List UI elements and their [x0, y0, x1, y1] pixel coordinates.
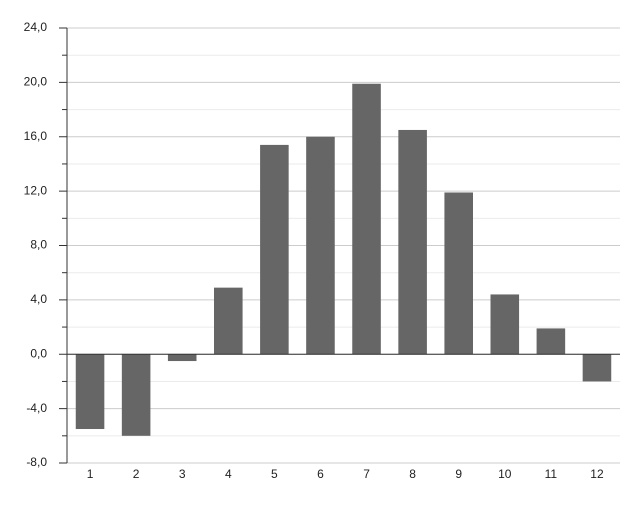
x-tick-label: 3 — [179, 467, 186, 481]
y-tick-label: 20,0 — [24, 75, 48, 89]
x-tick-label: 8 — [409, 467, 416, 481]
bar — [582, 354, 612, 382]
x-tick-label: 5 — [271, 467, 278, 481]
bar — [214, 287, 243, 355]
bar — [260, 144, 289, 355]
bar — [444, 192, 473, 355]
y-tick-label: 24,0 — [24, 20, 48, 34]
bar — [306, 136, 335, 355]
bar — [490, 294, 520, 355]
y-tick-label: 12,0 — [24, 183, 48, 197]
y-tick-label: -4,0 — [26, 401, 47, 415]
x-tick-label: 12 — [590, 467, 604, 481]
x-tick-label: 7 — [363, 467, 370, 481]
x-tick-label: 1 — [87, 467, 94, 481]
y-tick-label: 0,0 — [30, 346, 47, 360]
y-tick-label: 8,0 — [30, 238, 47, 252]
x-tick-label: 11 — [545, 467, 558, 481]
bar — [536, 328, 566, 355]
bar — [167, 354, 197, 362]
x-tick-label: 9 — [455, 467, 462, 481]
y-tick-label: 16,0 — [24, 129, 48, 143]
bar — [352, 83, 381, 355]
y-tick-label: -8,0 — [26, 455, 47, 469]
x-tick-label: 2 — [133, 467, 140, 481]
x-tick-label: 6 — [317, 467, 324, 481]
bar — [398, 129, 427, 355]
bar — [121, 354, 151, 436]
bar — [75, 354, 105, 430]
y-tick-label: 4,0 — [30, 292, 47, 306]
x-tick-label: 10 — [498, 467, 512, 481]
x-tick-label: 4 — [225, 467, 232, 481]
